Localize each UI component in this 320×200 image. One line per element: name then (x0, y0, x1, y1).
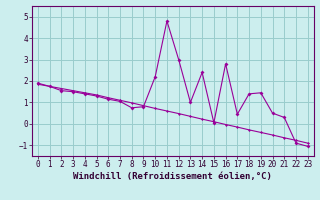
X-axis label: Windchill (Refroidissement éolien,°C): Windchill (Refroidissement éolien,°C) (73, 172, 272, 181)
